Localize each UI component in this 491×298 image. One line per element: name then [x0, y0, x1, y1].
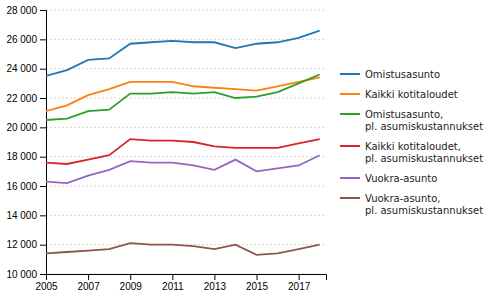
x-tick-mark	[130, 274, 131, 280]
y-tick: 18 000	[6, 151, 46, 162]
y-tick-label: 12 000	[6, 239, 37, 250]
chart: 2005 2007 2009 2011 2013 2015 2017 10 000 12 000…	[0, 0, 491, 298]
y-tick-label: 14 000	[6, 210, 37, 221]
y-tick-label: 28 000	[6, 5, 37, 16]
grid-line	[46, 186, 326, 187]
grid	[46, 10, 326, 274]
y-tick: 14 000	[6, 210, 46, 221]
legend-label: Vuokra-asunto	[365, 173, 437, 184]
x-tick-label: 2007	[77, 281, 100, 292]
y-tick-label: 20 000	[6, 122, 37, 133]
series-line	[46, 77, 320, 111]
x-tick: 2011	[162, 274, 184, 292]
y-tick-label: 22 000	[6, 93, 37, 104]
legend-item: Vuokra-asunto,pl. asumiskustannukset	[340, 193, 483, 216]
y-tick: 26 000	[6, 34, 46, 45]
y-tick: 24 000	[6, 63, 46, 74]
y-tick-label: 16 000	[6, 181, 37, 192]
legend-swatch	[340, 197, 360, 199]
x-tick-mark	[88, 274, 89, 280]
series-line	[46, 243, 320, 255]
legend-label: Omistusasunto,pl. asumiskustannukset	[365, 109, 483, 132]
x-tick-mark	[214, 274, 215, 280]
x-tick: 2017	[288, 274, 311, 292]
grid-line	[46, 10, 326, 11]
legend-item: Vuokra-asunto	[340, 173, 437, 184]
x-tick-label: 2013	[204, 281, 227, 292]
x-tick-label: 2017	[288, 281, 311, 292]
legend-item: Omistusasunto	[340, 69, 440, 80]
x-tick-mark	[257, 274, 258, 280]
grid-line	[46, 156, 326, 157]
y-tick-mark	[40, 215, 46, 216]
y-tick-mark	[40, 39, 46, 40]
legend-swatch	[340, 113, 360, 115]
y-tick: 22 000	[6, 93, 46, 104]
x-tick: 2009	[120, 274, 143, 292]
x-tick: 2015	[246, 274, 269, 292]
y-tick-mark	[40, 98, 46, 99]
y-tick-mark	[40, 10, 46, 11]
legend-label: Vuokra-asunto,pl. asumiskustannukset	[365, 193, 483, 216]
y-tick: 10 000	[6, 269, 46, 280]
y-tick-mark	[40, 69, 46, 70]
y-tick-label: 18 000	[6, 151, 37, 162]
legend-swatch	[340, 93, 360, 95]
series-line	[46, 139, 320, 164]
x-tick-label: 2009	[120, 281, 143, 292]
legend-label: Kaikki kotitaloudet,pl. asumiskustannuks…	[365, 141, 483, 164]
y-tick-mark	[40, 245, 46, 246]
x-tick-mark	[299, 274, 300, 280]
y-tick: 28 000	[6, 5, 46, 16]
grid-line	[46, 215, 326, 216]
y-tick-mark	[40, 186, 46, 187]
x-tick-label: 2005	[35, 281, 58, 292]
grid-line	[46, 68, 326, 69]
x-tick-label: 2011	[162, 281, 184, 292]
y-tick-mark	[40, 157, 46, 158]
plot: 2005 2007 2009 2011 2013 2015 2017 10 000 12 000…	[6, 5, 326, 292]
legend-swatch	[340, 73, 360, 75]
x-tick: 2005	[35, 274, 58, 292]
y-tick-label: 10 000	[6, 269, 37, 280]
x-tick: 2007	[77, 274, 100, 292]
y-tick: 16 000	[6, 181, 46, 192]
legend: Omistusasunto Kaikki kotitaloudet Omistusa…	[340, 69, 483, 216]
legend-item: Omistusasunto,pl. asumiskustannukset	[340, 109, 483, 132]
grid-line	[46, 127, 326, 128]
y-tick: 20 000	[6, 122, 46, 133]
y-tick-mark	[40, 274, 46, 275]
legend-item: Kaikki kotitaloudet	[340, 89, 458, 100]
lines	[46, 31, 320, 255]
x-tick-label: 2015	[246, 281, 269, 292]
y-tick: 12 000	[6, 239, 46, 250]
x-tick: 2013	[204, 274, 227, 292]
y-tick-mark	[40, 127, 46, 128]
grid-line	[46, 39, 326, 40]
grid-line	[46, 98, 326, 99]
legend-label: Omistusasunto	[365, 69, 440, 80]
legend-swatch	[340, 145, 360, 147]
series-line	[46, 75, 320, 120]
y-axis-line	[40, 11, 47, 275]
x-axis: 2005 2007 2009 2011 2013 2015 2017	[35, 274, 326, 292]
y-tick-label: 24 000	[6, 63, 37, 74]
x-axis-line	[47, 275, 327, 281]
y-axis: 10 000 12 000 14 000 16 000 18 000 20 000 22 0…	[6, 5, 46, 280]
series-line	[46, 155, 320, 183]
legend-swatch	[340, 177, 360, 179]
y-tick-label: 26 000	[6, 34, 37, 45]
x-tick-mark	[172, 274, 173, 280]
legend-item: Kaikki kotitaloudet,pl. asumiskustannuks…	[340, 141, 483, 164]
legend-label: Kaikki kotitaloudet	[365, 89, 458, 100]
series-line	[46, 31, 320, 76]
